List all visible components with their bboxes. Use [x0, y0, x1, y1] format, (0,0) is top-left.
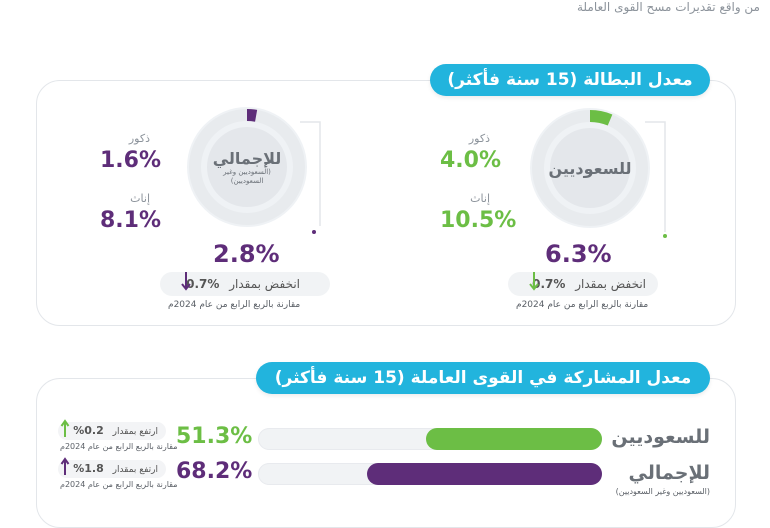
overall-change-pill: انخفض بمقدار %0.7 [160, 272, 330, 296]
overall-center-label: للإجمالي [212, 148, 282, 168]
participation-overall-track [258, 463, 602, 485]
overall-males-label: ذكور [128, 132, 150, 145]
saudi-change-value: %0.7 [532, 277, 566, 291]
overall-change-label: انخفض بمقدار [229, 277, 300, 291]
participation-overall-sublabel: (السعوديين وغير السعوديين) [615, 487, 710, 496]
participation-card [36, 378, 736, 528]
overall-change-value: %0.7 [186, 277, 220, 291]
overall-down-arrow-icon [180, 270, 192, 296]
participation-saudi-label: للسعوديين [611, 426, 710, 448]
saudi-males-label: ذكور [468, 132, 490, 145]
participation-saudi-value: 51.3% [176, 424, 253, 449]
saudi-total-value: 6.3% [545, 240, 612, 268]
participation-overall-bar [367, 463, 602, 485]
overall-ring-arc [246, 108, 258, 122]
overall-females-label: إناث [130, 192, 150, 205]
unemployment-card [36, 80, 736, 326]
saudi-center-label: للسعوديين [548, 158, 632, 178]
participation-saudi-track [258, 428, 602, 450]
participation-saudi-up-arrow-icon [60, 419, 70, 443]
overall-females-value: 8.1% [100, 208, 162, 233]
saudi-males-value: 4.0% [440, 148, 502, 173]
participation-overall-comparison: مقارنة بالربع الرابع من عام 2024م [60, 480, 178, 489]
saudi-females-value: 10.5% [440, 208, 517, 233]
saudi-females-label: إناث [470, 192, 490, 205]
participation-overall-change-label: ارتفع بمقدار [112, 465, 158, 475]
overall-ring-decor [300, 120, 322, 240]
saudi-change-label: انخفض بمقدار [575, 277, 646, 291]
participation-title: معدل المشاركة في القوى العاملة (15 سنة ف… [256, 362, 710, 394]
participation-saudi-comparison: مقارنة بالربع الرابع من عام 2024م [60, 442, 178, 451]
participation-overall-label: للإجمالي [628, 462, 710, 484]
saudi-ring: للسعوديين [530, 108, 650, 228]
overall-ring: للإجمالي (السعوديين وغير السعوديين) [187, 107, 307, 227]
participation-saudi-change-label: ارتفع بمقدار [112, 427, 158, 437]
overall-total-value: 2.8% [213, 240, 280, 268]
participation-saudi-bar [425, 428, 602, 450]
unemployment-title: معدل البطالة (15 سنة فأكثر) [430, 64, 710, 96]
overall-center-sublabel: (السعوديين وغير السعوديين) [223, 167, 271, 185]
participation-overall-up-arrow-icon [60, 457, 70, 481]
source-note: من واقع تقديرات مسح القوى العاملة [577, 0, 760, 14]
participation-overall-change-value: 1.8% [73, 462, 104, 475]
participation-overall-change-pill: ارتفع بمقدار 1.8% [58, 460, 166, 478]
overall-males-value: 1.6% [100, 148, 162, 173]
saudi-ring-decor [645, 120, 667, 240]
overall-comparison-note: مقارنة بالربع الرابع من عام 2024م [168, 300, 301, 310]
participation-overall-value: 68.2% [176, 459, 253, 484]
saudi-ring-arc [589, 110, 613, 126]
participation-saudi-change-value: 0.2% [73, 424, 104, 437]
saudi-down-arrow-icon [528, 270, 540, 296]
participation-saudi-change-pill: ارتفع بمقدار 0.2% [58, 422, 166, 440]
saudi-comparison-note: مقارنة بالربع الرابع من عام 2024م [516, 300, 649, 310]
